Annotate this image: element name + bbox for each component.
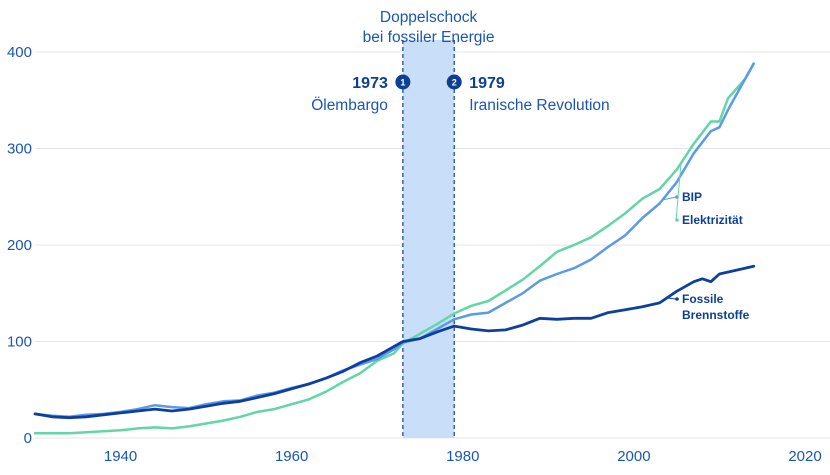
annotation-layer: Doppelschock bei fossiler Energie 1 1973 Öle… [311,9,749,322]
series-layer [33,62,756,435]
label-leader-dot [675,218,679,222]
highlight-band-layer [402,40,455,438]
event-description: Iranische Revolution [469,97,609,114]
event-description: Ölembargo [311,96,388,114]
label-leader-dot [675,297,679,301]
label-leader [668,297,677,300]
series-label-line: Brennstoffe [682,308,750,322]
y-tick-label: 200 [7,237,32,254]
label-leader [675,164,682,221]
series-label: BIP [682,190,702,204]
event-marker-number: 2 [452,78,457,88]
highlight-band [402,40,455,438]
series-label-line: Fossile [682,292,724,306]
x-tick-label: 1940 [104,448,137,465]
label-leader [663,196,677,201]
series-label: Elektrizität [682,213,743,227]
series-label-line: Elektrizität [682,213,743,227]
series-line [33,62,755,435]
event-marker-number: 1 [400,78,405,88]
y-tick-label: 300 [7,141,32,158]
y-tick-label: 0 [24,430,32,447]
series-label-line: BIP [682,190,702,204]
y-tick-label: 400 [7,44,32,61]
y-tick-label: 100 [7,334,32,351]
event-year: 1973 [352,75,388,92]
x-tick-label: 1980 [446,448,479,465]
event-marker [446,74,462,90]
event-year: 1979 [469,75,505,92]
highlight-title-line2: bei fossiler Energie [363,29,495,46]
series-line [33,264,756,420]
series-label: Fossile Brennstoffe [682,292,750,322]
highlight-title-line1: Doppelschock [380,9,478,26]
series-line [33,62,755,419]
x-tick-label: 2000 [617,448,650,465]
x-tick-label: 2020 [788,448,821,465]
x-tick-label: 1960 [275,448,308,465]
event-marker [395,74,411,90]
